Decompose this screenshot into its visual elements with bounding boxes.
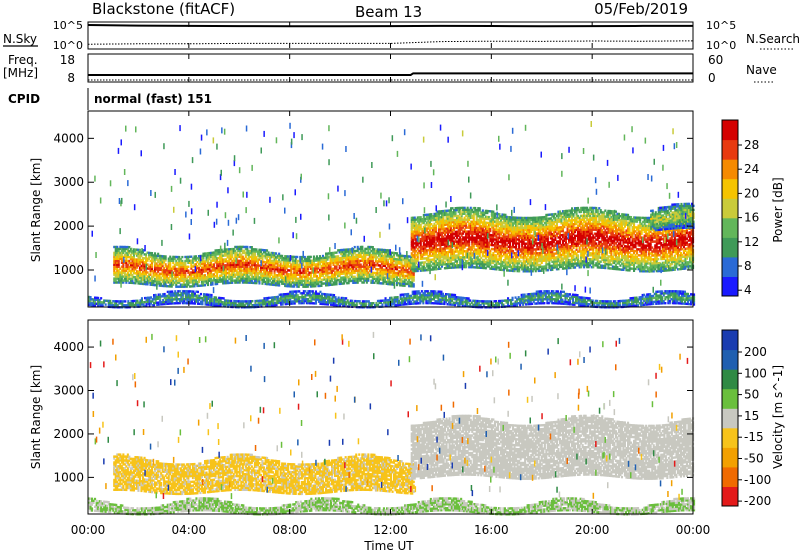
noise-right-tick-top: 10^5 [706,19,736,32]
heat-cell [204,284,206,286]
heat-cell [165,255,167,257]
station-title: Blackstone (fitACF) [92,0,235,18]
heat-cell [498,213,500,215]
heat-cell [255,248,257,250]
heat-cell [413,283,415,285]
heat-cell [281,255,283,257]
freq-right-tick-top: 60 [708,53,723,67]
heat-cell [266,249,268,251]
heat-cell [187,266,189,268]
freq-label-2: [MHz] [3,66,38,80]
heat-cell [482,209,484,211]
freq-label-1: Freq. [8,53,38,67]
nave-label: Nave [746,63,777,77]
noise-left-tick-top: 10^5 [53,19,83,32]
heat-cell [439,268,441,270]
heat-cell [396,252,398,254]
heat-cell [488,216,490,218]
heat-cell [139,249,141,251]
noise-right-tick-bottom: 10^0 [706,39,736,52]
heat-cell [246,246,248,248]
date-title: 05/Feb/2019 [594,0,688,18]
heat-cell [296,256,298,258]
heat-cell [213,263,215,265]
heat-cell [128,246,130,248]
heat-cell [151,252,153,254]
heat-cell [354,246,356,248]
heat-cell [479,207,481,209]
heat-cell [504,214,506,216]
nsky-label: N.Sky [3,32,37,46]
heat-cell [474,207,476,209]
cpid-label: CPID [8,92,40,106]
heat-cell [336,251,338,253]
heat-cell [372,246,374,248]
freq-line [88,73,693,75]
heat-cell [512,250,514,252]
cpid-text: normal (fast) 151 [94,92,212,106]
heat-cell [251,246,253,248]
heat-cell [147,271,149,273]
heat-cell [275,252,277,254]
freq-right-tick-bottom: 0 [708,71,716,85]
heat-cell [492,211,494,213]
power-heatmap [88,121,695,309]
heat-cell [268,251,270,253]
heat-cell [165,263,167,265]
heat-cell [361,246,363,248]
freq-left-tick-bottom: 8 [67,71,75,85]
freq-left-tick-top: 18 [60,53,75,67]
heat-cell [435,225,437,227]
heat-cell [181,256,183,258]
nsearch-label: N.Search [746,32,800,46]
beam-title: Beam 13 [355,3,422,21]
heat-cell [470,207,472,209]
heat-cell [420,224,422,226]
heat-cell [278,253,280,255]
heat-cell [310,256,312,258]
noise-series [88,25,693,44]
noise-left-tick-bottom: 10^0 [53,39,83,52]
heat-cell [154,252,156,254]
heat-cell [157,253,159,255]
